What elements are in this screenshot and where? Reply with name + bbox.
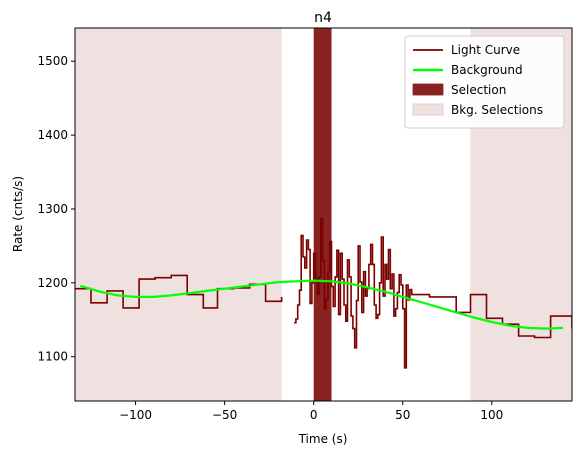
legend-label: Selection	[451, 83, 506, 97]
x-tick-label: 0	[310, 408, 318, 422]
legend-box	[404, 35, 565, 129]
y-axis-label: Rate (cnts/s)	[11, 176, 25, 252]
bkg-selection-region-0	[75, 28, 282, 401]
light-curve-tail	[413, 293, 572, 339]
background-curve-layer	[79, 279, 564, 330]
x-axis-label: Time (s)	[298, 432, 348, 446]
y-tick-label: 1400	[37, 128, 68, 142]
y-tick-label: 1200	[37, 276, 68, 290]
y-axis-ticks: 1100 1200 1300 1400 1500	[37, 54, 75, 364]
chart-title: n4	[314, 10, 332, 26]
selection-layer	[313, 28, 332, 401]
legend-label: Background	[451, 63, 523, 77]
x-tick-label: −100	[119, 408, 152, 422]
x-tick-label: 100	[480, 408, 503, 422]
legend-label: Bkg. Selections	[451, 103, 543, 117]
y-tick-label: 1300	[37, 202, 68, 216]
x-axis-ticks: −100 −50 0 50 100	[119, 401, 503, 422]
legend-label: Light Curve	[451, 43, 520, 57]
plot-frame	[74, 27, 573, 402]
light-curve-fine	[294, 217, 414, 369]
x-tick-label: −50	[212, 408, 237, 422]
y-tick-label: 1100	[37, 350, 68, 364]
legend-swatch-patch	[412, 103, 444, 116]
legend-swatch-patch	[412, 83, 444, 96]
legend: Light Curve Background Selection Bkg. Selec…	[404, 35, 565, 129]
selection-region	[313, 28, 332, 401]
x-tick-label: 50	[395, 408, 410, 422]
y-tick-label: 1500	[37, 54, 68, 68]
background-curve	[79, 279, 564, 330]
